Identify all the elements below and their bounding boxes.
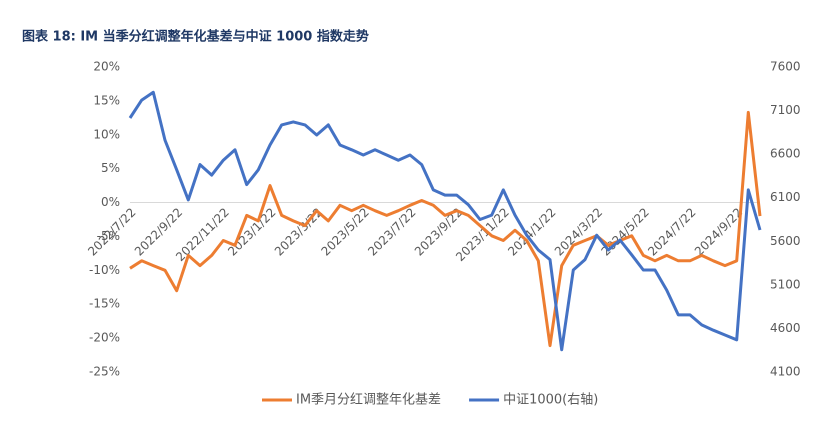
y2-tick-label: 6600 <box>770 147 801 161</box>
y-tick-label: -10% <box>89 263 120 277</box>
y-tick-label: -25% <box>89 365 120 379</box>
chart-title: 图表 18: IM 当季分红调整年化基差与中证 1000 指数走势 <box>22 29 369 45</box>
y2-tick-label: 6100 <box>770 190 801 204</box>
y2-tick-label: 4100 <box>770 365 801 379</box>
y2-tick-label: 7100 <box>770 103 801 117</box>
y2-tick-label: 5100 <box>770 277 801 291</box>
y2-tick-label: 5600 <box>770 234 801 248</box>
legend-label: IM季月分红调整年化基差 <box>296 392 441 408</box>
x-tick-label: 2024/3/22 <box>552 205 605 258</box>
y-tick-label: -15% <box>89 297 120 311</box>
series-line <box>129 110 762 348</box>
y-tick-label: 0% <box>101 195 120 209</box>
series-line <box>128 90 762 352</box>
x-tick-label: 2022/7/22 <box>85 205 138 258</box>
y-tick-label: -5% <box>97 229 120 243</box>
y-tick-label: -20% <box>89 331 120 345</box>
y-tick-label: 10% <box>93 127 120 141</box>
x-tick-label: 2024/7/22 <box>645 205 698 258</box>
y2-tick-label: 4600 <box>770 321 801 335</box>
x-tick-label: 2023/1/22 <box>225 205 278 258</box>
x-tick-label: 2024/5/22 <box>599 205 652 258</box>
y-tick-label: 15% <box>93 93 120 107</box>
y-tick-label: 5% <box>101 161 120 175</box>
x-tick-label: 2023/5/22 <box>319 205 372 258</box>
y-tick-label: 20% <box>93 60 120 74</box>
y2-tick-label: 7600 <box>770 60 801 74</box>
legend-label: 中证1000(右轴) <box>503 393 598 408</box>
